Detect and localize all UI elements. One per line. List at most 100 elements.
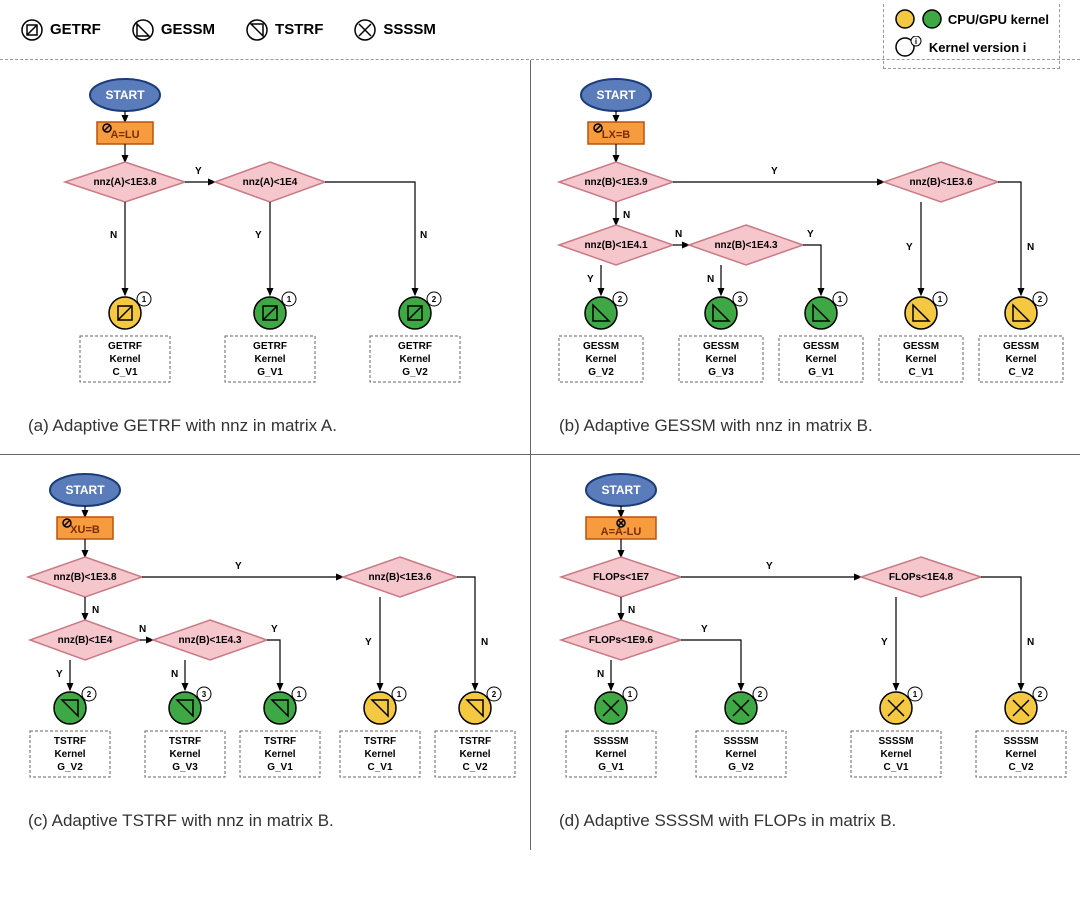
svg-text:TSTRF: TSTRF <box>169 736 201 747</box>
svg-text:Kernel: Kernel <box>264 749 295 760</box>
kernel-1: 1 GETRF Kernel G_V1 <box>225 292 315 382</box>
svg-text:Y: Y <box>807 229 814 240</box>
svg-text:Kernel: Kernel <box>54 749 85 760</box>
edge-n: N <box>420 230 427 241</box>
svg-text:Y: Y <box>881 637 888 648</box>
svg-text:Kernel: Kernel <box>1005 354 1036 365</box>
svg-text:Kernel: Kernel <box>1005 749 1036 760</box>
svg-text:1: 1 <box>297 690 302 699</box>
panel-a: START A=LU nnz(A)<1E3.8 N Y nnz(A)<1E4 <box>0 60 531 455</box>
svg-text:1: 1 <box>838 295 843 304</box>
panel-c: START XU=B nnz(B)<1E3.8 Y N nnz(B)<1E4 Y… <box>0 455 531 850</box>
svg-text:2: 2 <box>758 690 763 699</box>
start-label: START <box>105 88 145 102</box>
svg-text:START: START <box>601 483 641 497</box>
svg-text:Y: Y <box>701 624 708 635</box>
kernel-0: 1 SSSSM Kernel G_V1 <box>566 687 656 777</box>
svg-text:Y: Y <box>587 274 594 285</box>
svg-text:GESSM: GESSM <box>1003 341 1039 352</box>
svg-text:Kernel: Kernel <box>805 354 836 365</box>
svg-text:G_V1: G_V1 <box>808 367 834 378</box>
svg-text:2: 2 <box>87 690 92 699</box>
svg-text:i: i <box>915 37 917 46</box>
svg-text:Y: Y <box>766 561 773 572</box>
svg-text:nnz(B)<1E4: nnz(B)<1E4 <box>58 635 113 646</box>
svg-text:N: N <box>1027 242 1034 253</box>
svg-text:G_V3: G_V3 <box>708 367 734 378</box>
svg-text:G_V1: G_V1 <box>257 367 283 378</box>
svg-text:N: N <box>597 669 604 680</box>
tstrf-icon <box>245 18 269 42</box>
svg-text:Kernel: Kernel <box>109 354 140 365</box>
svg-text:nnz(B)<1E3.8: nnz(B)<1E3.8 <box>53 572 117 583</box>
svg-text:SSSSM: SSSSM <box>1003 736 1038 747</box>
kernel-4: 2 TSTRF Kernel C_V2 <box>435 687 515 777</box>
svg-text:GETRF: GETRF <box>108 341 142 352</box>
svg-text:G_V2: G_V2 <box>402 367 428 378</box>
legend-item-getrf: GETRF <box>20 18 101 42</box>
svg-text:START: START <box>65 483 105 497</box>
legend-item-ssssm: SSSSM <box>353 18 436 42</box>
kernel-3: 2 SSSSM Kernel C_V2 <box>976 687 1066 777</box>
svg-text:1: 1 <box>938 295 943 304</box>
svg-text:nnz(B)<1E4.1: nnz(B)<1E4.1 <box>584 240 648 251</box>
svg-text:C_V2: C_V2 <box>1008 367 1033 378</box>
svg-text:Kernel: Kernel <box>399 354 430 365</box>
svg-text:Kernel: Kernel <box>254 354 285 365</box>
legend-item-gessm: GESSM <box>131 18 215 42</box>
kernel-0: 2 TSTRF Kernel G_V2 <box>30 687 110 777</box>
svg-text:Kernel: Kernel <box>595 749 626 760</box>
svg-text:C_V1: C_V1 <box>112 367 137 378</box>
svg-text:GESSM: GESSM <box>903 341 939 352</box>
flowchart-b: START LX=B nnz(B)<1E3.9 Y N nnz(B)<1E4.1 <box>541 70 1071 410</box>
svg-text:G_V2: G_V2 <box>588 367 614 378</box>
svg-text:N: N <box>171 669 178 680</box>
svg-text:2: 2 <box>1038 690 1043 699</box>
svg-text:1: 1 <box>628 690 633 699</box>
svg-text:START: START <box>596 88 636 102</box>
svg-text:TSTRF: TSTRF <box>54 736 86 747</box>
svg-text:3: 3 <box>202 690 207 699</box>
svg-text:Y: Y <box>235 561 242 572</box>
figure-container: GETRF GESSM TSTRF SSSSM <box>0 0 1080 850</box>
op-label: A=LU <box>110 129 139 141</box>
kernel-2: 2 GETRF Kernel G_V2 <box>370 292 460 382</box>
legend-cpu-gpu: CPU/GPU kernel <box>894 8 1049 30</box>
ssssm-icon <box>353 18 377 42</box>
kernel-4: 2 GESSM Kernel C_V2 <box>979 292 1063 382</box>
svg-text:Y: Y <box>365 637 372 648</box>
svg-text:C_V1: C_V1 <box>908 367 933 378</box>
kernel-1: 3 GESSM Kernel G_V3 <box>679 292 763 382</box>
caption-d: (d) Adaptive SSSSM with FLOPs in matrix … <box>541 805 1071 839</box>
svg-text:C_V1: C_V1 <box>367 762 392 773</box>
svg-text:Kernel: Kernel <box>880 749 911 760</box>
svg-text:G_V1: G_V1 <box>598 762 624 773</box>
svg-text:SSSSM: SSSSM <box>593 736 628 747</box>
svg-text:2: 2 <box>618 295 623 304</box>
svg-text:GETRF: GETRF <box>398 341 432 352</box>
svg-text:FLOPs<1E7: FLOPs<1E7 <box>593 572 649 583</box>
svg-text:LX=B: LX=B <box>602 129 630 141</box>
legend-item-tstrf: TSTRF <box>245 18 323 42</box>
svg-text:GESSM: GESSM <box>803 341 839 352</box>
svg-text:nnz(B)<1E3.6: nnz(B)<1E3.6 <box>368 572 432 583</box>
svg-text:1: 1 <box>397 690 402 699</box>
gpu-circle-icon <box>921 8 943 30</box>
kernel-2: 1 TSTRF Kernel G_V1 <box>240 687 320 777</box>
svg-text:GESSM: GESSM <box>703 341 739 352</box>
svg-text:G_V2: G_V2 <box>57 762 83 773</box>
legend-label: GESSM <box>161 21 215 38</box>
svg-text:N: N <box>139 624 146 635</box>
svg-text:Y: Y <box>56 669 63 680</box>
svg-text:C_V2: C_V2 <box>462 762 487 773</box>
svg-text:Kernel: Kernel <box>585 354 616 365</box>
svg-text:1: 1 <box>142 295 147 304</box>
svg-text:Kernel: Kernel <box>905 354 936 365</box>
svg-text:C_V2: C_V2 <box>1008 762 1033 773</box>
edge-y: Y <box>255 230 262 241</box>
svg-text:nnz(B)<1E4.3: nnz(B)<1E4.3 <box>178 635 242 646</box>
svg-text:3: 3 <box>738 295 743 304</box>
svg-text:SSSSM: SSSSM <box>723 736 758 747</box>
svg-text:Y: Y <box>271 624 278 635</box>
svg-text:G_V3: G_V3 <box>172 762 198 773</box>
